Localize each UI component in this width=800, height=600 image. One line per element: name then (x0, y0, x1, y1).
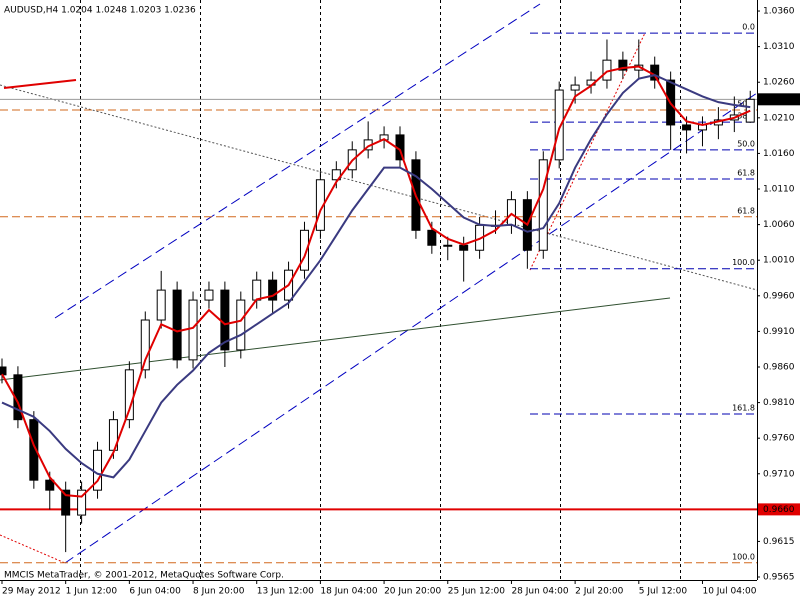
candle-body (682, 124, 692, 131)
candle-body (506, 199, 516, 226)
y-tick-label: 1.0360 (763, 7, 795, 17)
y-tick-label: 1.0160 (763, 149, 795, 159)
candle-body (570, 84, 580, 91)
fib-label: 61.8 (737, 206, 755, 215)
channel-lower (64, 92, 758, 564)
candle-body (61, 489, 71, 516)
x-tick-label: 6 Jun 04:00 (129, 587, 181, 597)
candle-body (252, 279, 262, 301)
chart-title: AUDUSD,H4 1.0204 1.0248 1.0203 1.0236 (4, 6, 196, 16)
y-tick-label: 0.9565 (763, 573, 795, 583)
candle-body (236, 299, 246, 351)
x-tick-label: 29 May 2012 (2, 587, 61, 597)
fib-label: 50.0 (737, 139, 755, 148)
price-label-box (758, 503, 800, 516)
x-tick-label: 25 Jun 12:00 (448, 587, 505, 597)
candle-body (77, 489, 87, 516)
candle-body (188, 299, 198, 361)
y-tick-label: 1.0010 (763, 256, 795, 266)
candle-body (331, 169, 341, 181)
x-tick-label: 10 Jul 04:00 (702, 587, 756, 597)
fib-label: 0.0 (742, 23, 755, 32)
trend-green (0, 297, 671, 381)
fib-label: 161.8 (732, 403, 755, 412)
candle-body (459, 244, 469, 251)
y-tick-label: 1.0260 (763, 78, 795, 88)
candle-body (204, 289, 214, 301)
moving-average (1, 74, 751, 479)
y-tick-label: 1.0110 (763, 185, 795, 195)
channel-upper (54, 3, 541, 319)
x-tick-label: 8 Jun 20:00 (193, 587, 245, 597)
candle-body (268, 279, 278, 301)
y-tick-label: 0.9710 (763, 469, 795, 479)
candle-body (140, 319, 150, 371)
candle-body (45, 479, 55, 491)
x-tick-label: 18 Jun 04:00 (320, 587, 377, 597)
fib-label: 61.8 (737, 169, 755, 178)
x-tick-label: 5 Jul 12:00 (639, 587, 688, 597)
candle-body (0, 366, 7, 376)
candle-body (172, 289, 182, 361)
y-tick-label: 0.9810 (763, 398, 795, 408)
candle-body (538, 159, 548, 251)
price-label: 1.0236 (763, 95, 795, 105)
candle-body (299, 229, 309, 271)
price-label-box (758, 93, 800, 106)
trend-dotted (0, 84, 758, 291)
candle-body (618, 59, 628, 71)
footer: MMCIS MetaTrader, © 2001-2012, MetaQuote… (4, 571, 284, 581)
fib-label: 100.0 (732, 258, 755, 267)
candle-body (427, 229, 437, 246)
candle-body (443, 244, 453, 247)
moving-average (1, 65, 751, 498)
candle-body (156, 289, 166, 321)
y-tick-label: 1.0310 (763, 42, 795, 52)
fib-label: 100.0 (732, 552, 755, 561)
y-tick-label: 0.9960 (763, 291, 795, 301)
candle-body (29, 419, 39, 481)
trend-lines (0, 3, 758, 564)
price-label: 0.9660 (763, 505, 795, 515)
y-tick-label: 0.9615 (763, 537, 795, 547)
y-tick-label: 0.9910 (763, 327, 795, 337)
y-tick-label: 1.0060 (763, 220, 795, 230)
x-tick-label: 20 Jun 20:00 (384, 587, 441, 597)
trend-red (3, 79, 77, 89)
y-tick-label: 1.0210 (763, 113, 795, 123)
y-tick-label: 0.9760 (763, 434, 795, 444)
x-tick-label: 2 Jul 20:00 (575, 587, 624, 597)
x-tick-label: 1 Jun 12:00 (66, 587, 118, 597)
x-tick-label: 13 Jun 12:00 (257, 587, 314, 597)
y-tick-label: 0.9860 (763, 362, 795, 372)
x-tick-label: 28 Jun 04:00 (511, 587, 568, 597)
candle-body (554, 89, 564, 161)
